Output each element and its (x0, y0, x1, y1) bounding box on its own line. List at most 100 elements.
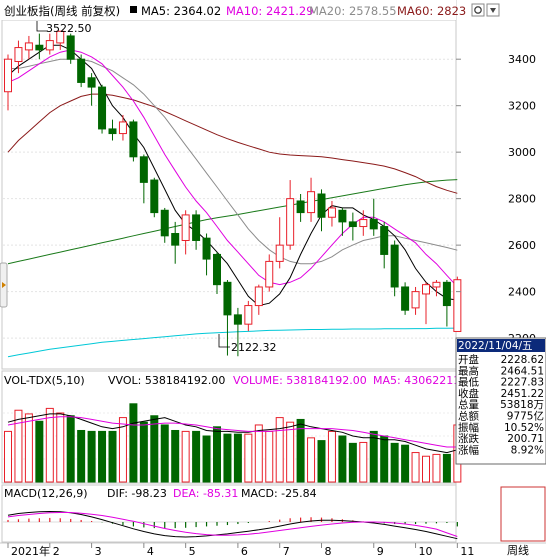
info-row-label: 总额 (458, 410, 479, 423)
candle-body (348, 221, 357, 228)
info-row-label: 总量 (458, 398, 479, 411)
period-button[interactable]: 周线 (507, 543, 529, 557)
candle-body (150, 179, 159, 214)
low-pointer (218, 334, 230, 348)
candle-body (223, 281, 232, 316)
info-row-value: 2227.83 (501, 377, 544, 389)
volume-bar (160, 424, 169, 483)
volume-bar (192, 430, 201, 483)
price-tick-label: 3400 (508, 53, 536, 66)
volume-bar (150, 415, 159, 483)
x-tick-label: 10 (419, 545, 433, 558)
candle-body (265, 260, 274, 288)
volume-bar (77, 429, 86, 483)
candle-body (453, 279, 462, 332)
volume-bar (87, 430, 96, 483)
info-row-value: 2451.22 (501, 388, 544, 400)
left-scroll-handle[interactable] (0, 262, 8, 308)
candle-body (327, 207, 336, 218)
macd-series (7, 510, 458, 540)
candle-body (77, 58, 86, 83)
candle-body (213, 253, 221, 286)
x-tick-label: 6 (241, 545, 248, 558)
volume-bar (139, 421, 148, 483)
candle-body (139, 156, 148, 183)
volume-bar (45, 407, 54, 483)
volume-bar (129, 403, 138, 483)
candle-body (254, 286, 263, 307)
high-pointer (36, 21, 48, 32)
ma120-line (7, 179, 458, 265)
volume-bar (411, 452, 420, 483)
volume-bar (254, 424, 263, 483)
volume-bar (390, 442, 399, 483)
axis-ticks: 22002400260028003000320034002021年2345678… (7, 53, 536, 558)
candle-body (275, 244, 284, 262)
candle-body (432, 281, 441, 288)
candle-body (411, 291, 420, 309)
volume-bar (244, 433, 253, 483)
candle-body (160, 209, 169, 237)
info-row-label: 涨幅 (458, 443, 479, 456)
candle-body (401, 286, 410, 311)
candle-body (422, 284, 430, 295)
price-tick-label: 3000 (508, 146, 536, 159)
x-tick-label: 4 (147, 545, 154, 558)
macd-dea-line (7, 512, 458, 537)
price-tick-label: 2800 (508, 193, 536, 206)
volume-ma5-line (7, 413, 458, 454)
info-row-label: 最高 (458, 364, 479, 377)
ma10-legend: MA10: 2421.29 (226, 4, 314, 18)
info-row-label: 收盘 (458, 387, 479, 400)
candle-body (286, 198, 295, 246)
volume-bar (223, 433, 232, 483)
candle-body (181, 214, 190, 241)
info-row-label: 振幅 (458, 421, 479, 434)
candle-body (108, 128, 117, 135)
candle-body (129, 121, 138, 158)
macd-dif-value: DIF: -98.23 (107, 487, 167, 500)
x-tick-label: 11 (460, 545, 474, 558)
candle-body (66, 35, 75, 60)
collapse-icon[interactable] (486, 3, 500, 17)
ma250-line (7, 327, 458, 358)
volume-bar (380, 435, 389, 483)
macd-side-box (500, 486, 546, 542)
volume-bar (171, 429, 180, 483)
volume-bar (213, 426, 221, 483)
price-tick-label: 3200 (508, 100, 536, 113)
candle-body (369, 219, 378, 230)
x-tick-label: 3 (95, 545, 102, 558)
ma5-legend: MA5: 2364.02 (141, 4, 221, 18)
volume-bar (202, 435, 211, 483)
candle-body (338, 209, 347, 223)
candle-body (202, 237, 211, 260)
x-tick-label: 2 (53, 545, 60, 558)
volume-bar (181, 430, 190, 483)
info-panel: 2022/11/04/五 开盘 2228.62 最高 2464.51 最低 2227.83… (455, 337, 546, 465)
volume-bar (359, 441, 368, 483)
info-row-value: 53818万 (500, 399, 544, 411)
settings-icon[interactable] (471, 3, 485, 17)
volume-bar (348, 442, 357, 483)
high-label: 3522.50 (46, 22, 92, 35)
x-tick-label: 9 (377, 545, 384, 558)
volume-bar (296, 418, 305, 483)
x-tick-label: 5 (189, 545, 196, 558)
info-row-value: 2228.62 (501, 354, 544, 366)
macd-indicator-title[interactable]: MACD(12,26,9) (4, 487, 88, 500)
volume-bar (369, 430, 378, 483)
info-row-value: 9775亿 (507, 410, 544, 423)
candle-body (192, 214, 201, 241)
info-row-value: 10.52% (504, 422, 544, 434)
candle-body (118, 121, 127, 135)
volume-bar (56, 412, 65, 483)
vol-indicator-title[interactable]: VOL-TDX(5,10) (4, 374, 85, 387)
volume-bar (66, 415, 75, 483)
low-label: 2122.32 (231, 341, 277, 354)
ma60-legend: MA60: 2823 (397, 4, 466, 18)
candle-body (359, 219, 368, 228)
vol-ma5-value: MA5: 43062211 (373, 374, 460, 387)
volume-bar (35, 420, 44, 483)
x-tick-label: 2021年 (11, 544, 50, 558)
